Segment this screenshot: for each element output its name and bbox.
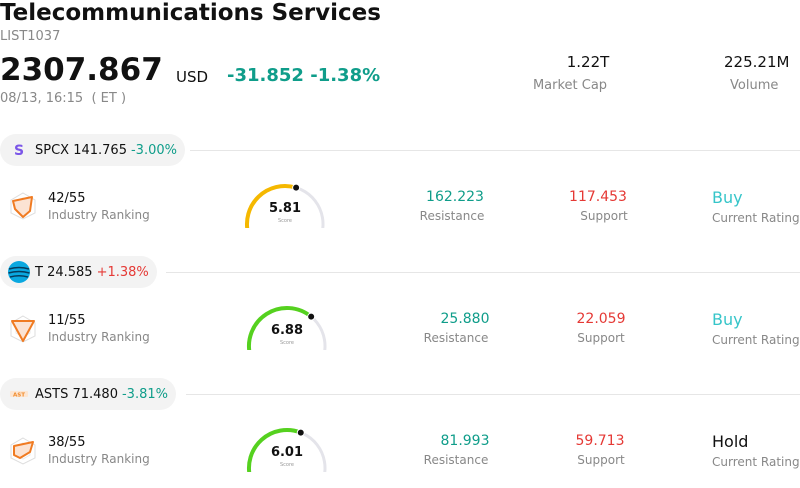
industry-ranking-label: Industry Ranking bbox=[48, 330, 150, 344]
resistance-label: Resistance bbox=[423, 453, 489, 467]
score-label: Score bbox=[279, 462, 294, 468]
resistance-value: 25.880 bbox=[440, 311, 490, 327]
resistance-label: Resistance bbox=[419, 209, 485, 223]
section-divider bbox=[190, 150, 800, 151]
gauge-marker bbox=[296, 428, 305, 437]
list-code: LIST1037 bbox=[0, 29, 61, 44]
asts-logo-icon: AST bbox=[7, 382, 31, 406]
support-label: Support bbox=[577, 331, 625, 345]
support-label: Support bbox=[577, 453, 625, 467]
index-price: 2307.867 bbox=[0, 52, 163, 88]
ranking-radar-icon bbox=[10, 315, 36, 343]
score-value: 6.88 bbox=[270, 323, 304, 338]
section-divider bbox=[166, 272, 800, 273]
resistance-label: Resistance bbox=[423, 331, 489, 345]
score-value: 5.81 bbox=[268, 201, 302, 216]
current-rating-label: Current Rating bbox=[712, 333, 800, 347]
gauge-marker bbox=[292, 183, 301, 192]
support-value: 59.713 bbox=[575, 433, 625, 449]
gauge-fill bbox=[246, 306, 314, 350]
gauge-fill bbox=[246, 428, 303, 472]
svg-text:S: S bbox=[14, 143, 24, 158]
currency-label: USD bbox=[176, 68, 209, 86]
score-gauge bbox=[244, 183, 325, 228]
current-rating-label: Current Rating bbox=[712, 211, 800, 225]
support-value: 22.059 bbox=[576, 311, 626, 327]
index-change: -31.852 -1.38% bbox=[227, 65, 380, 86]
score-gauge bbox=[246, 428, 327, 472]
current-rating-value: Buy bbox=[712, 310, 743, 329]
ranking-radar-icon bbox=[10, 437, 36, 465]
stock-chip-t[interactable]: T 24.585 +1.38% bbox=[0, 256, 157, 288]
industry-ranking-label: Industry Ranking bbox=[48, 208, 150, 222]
svg-text:AST: AST bbox=[13, 393, 25, 399]
stock-change: +1.38% bbox=[96, 264, 149, 280]
support-label: Support bbox=[580, 209, 628, 223]
volume-label: Volume bbox=[730, 78, 779, 93]
current-rating-value: Buy bbox=[712, 188, 743, 207]
volume-value: 225.21M bbox=[724, 53, 790, 71]
market-cap-label: Market Cap bbox=[532, 78, 608, 93]
att-globe-logo-icon bbox=[7, 260, 31, 284]
gauge-marker bbox=[307, 312, 316, 321]
market-cap-value: 1.22T bbox=[566, 53, 610, 71]
resistance-value: 81.993 bbox=[440, 433, 490, 449]
industry-ranking-label: Industry Ranking bbox=[48, 452, 150, 466]
index-change-percent: -1.38% bbox=[310, 65, 381, 86]
timestamp: 08/13, 16:15 ( ET ) bbox=[0, 91, 127, 106]
stock-change: -3.81% bbox=[121, 386, 168, 402]
page-title: Telecommunications Services bbox=[0, 0, 381, 26]
spcx-s-logo-icon: S bbox=[7, 138, 31, 162]
stock-change: -3.00% bbox=[130, 142, 177, 158]
industry-ranking-value: 11/55 bbox=[48, 313, 86, 328]
support-value: 117.453 bbox=[569, 189, 627, 205]
stock-chip-spcx[interactable]: S SPCX 141.765 -3.00% bbox=[0, 134, 185, 166]
stock-symbol-price: SPCX 141.765 bbox=[35, 142, 127, 158]
score-label: Score bbox=[277, 218, 292, 224]
current-rating-value: Hold bbox=[712, 432, 749, 451]
gauge-fill bbox=[244, 184, 299, 228]
resistance-value: 162.223 bbox=[426, 189, 484, 205]
stock-symbol-price: ASTS 71.480 bbox=[35, 386, 118, 402]
industry-ranking-value: 42/55 bbox=[48, 191, 86, 206]
industry-ranking-value: 38/55 bbox=[48, 435, 86, 450]
stock-chip-asts[interactable]: AST ASTS 71.480 -3.81% bbox=[0, 378, 176, 410]
ranking-radar-icon bbox=[10, 192, 36, 220]
score-gauge bbox=[246, 306, 327, 350]
stock-symbol-price: T 24.585 bbox=[35, 264, 93, 280]
current-rating-label: Current Rating bbox=[712, 455, 800, 469]
section-divider bbox=[186, 394, 800, 395]
score-label: Score bbox=[279, 340, 294, 346]
index-change-value: -31.852 bbox=[227, 65, 304, 86]
score-value: 6.01 bbox=[270, 445, 304, 460]
